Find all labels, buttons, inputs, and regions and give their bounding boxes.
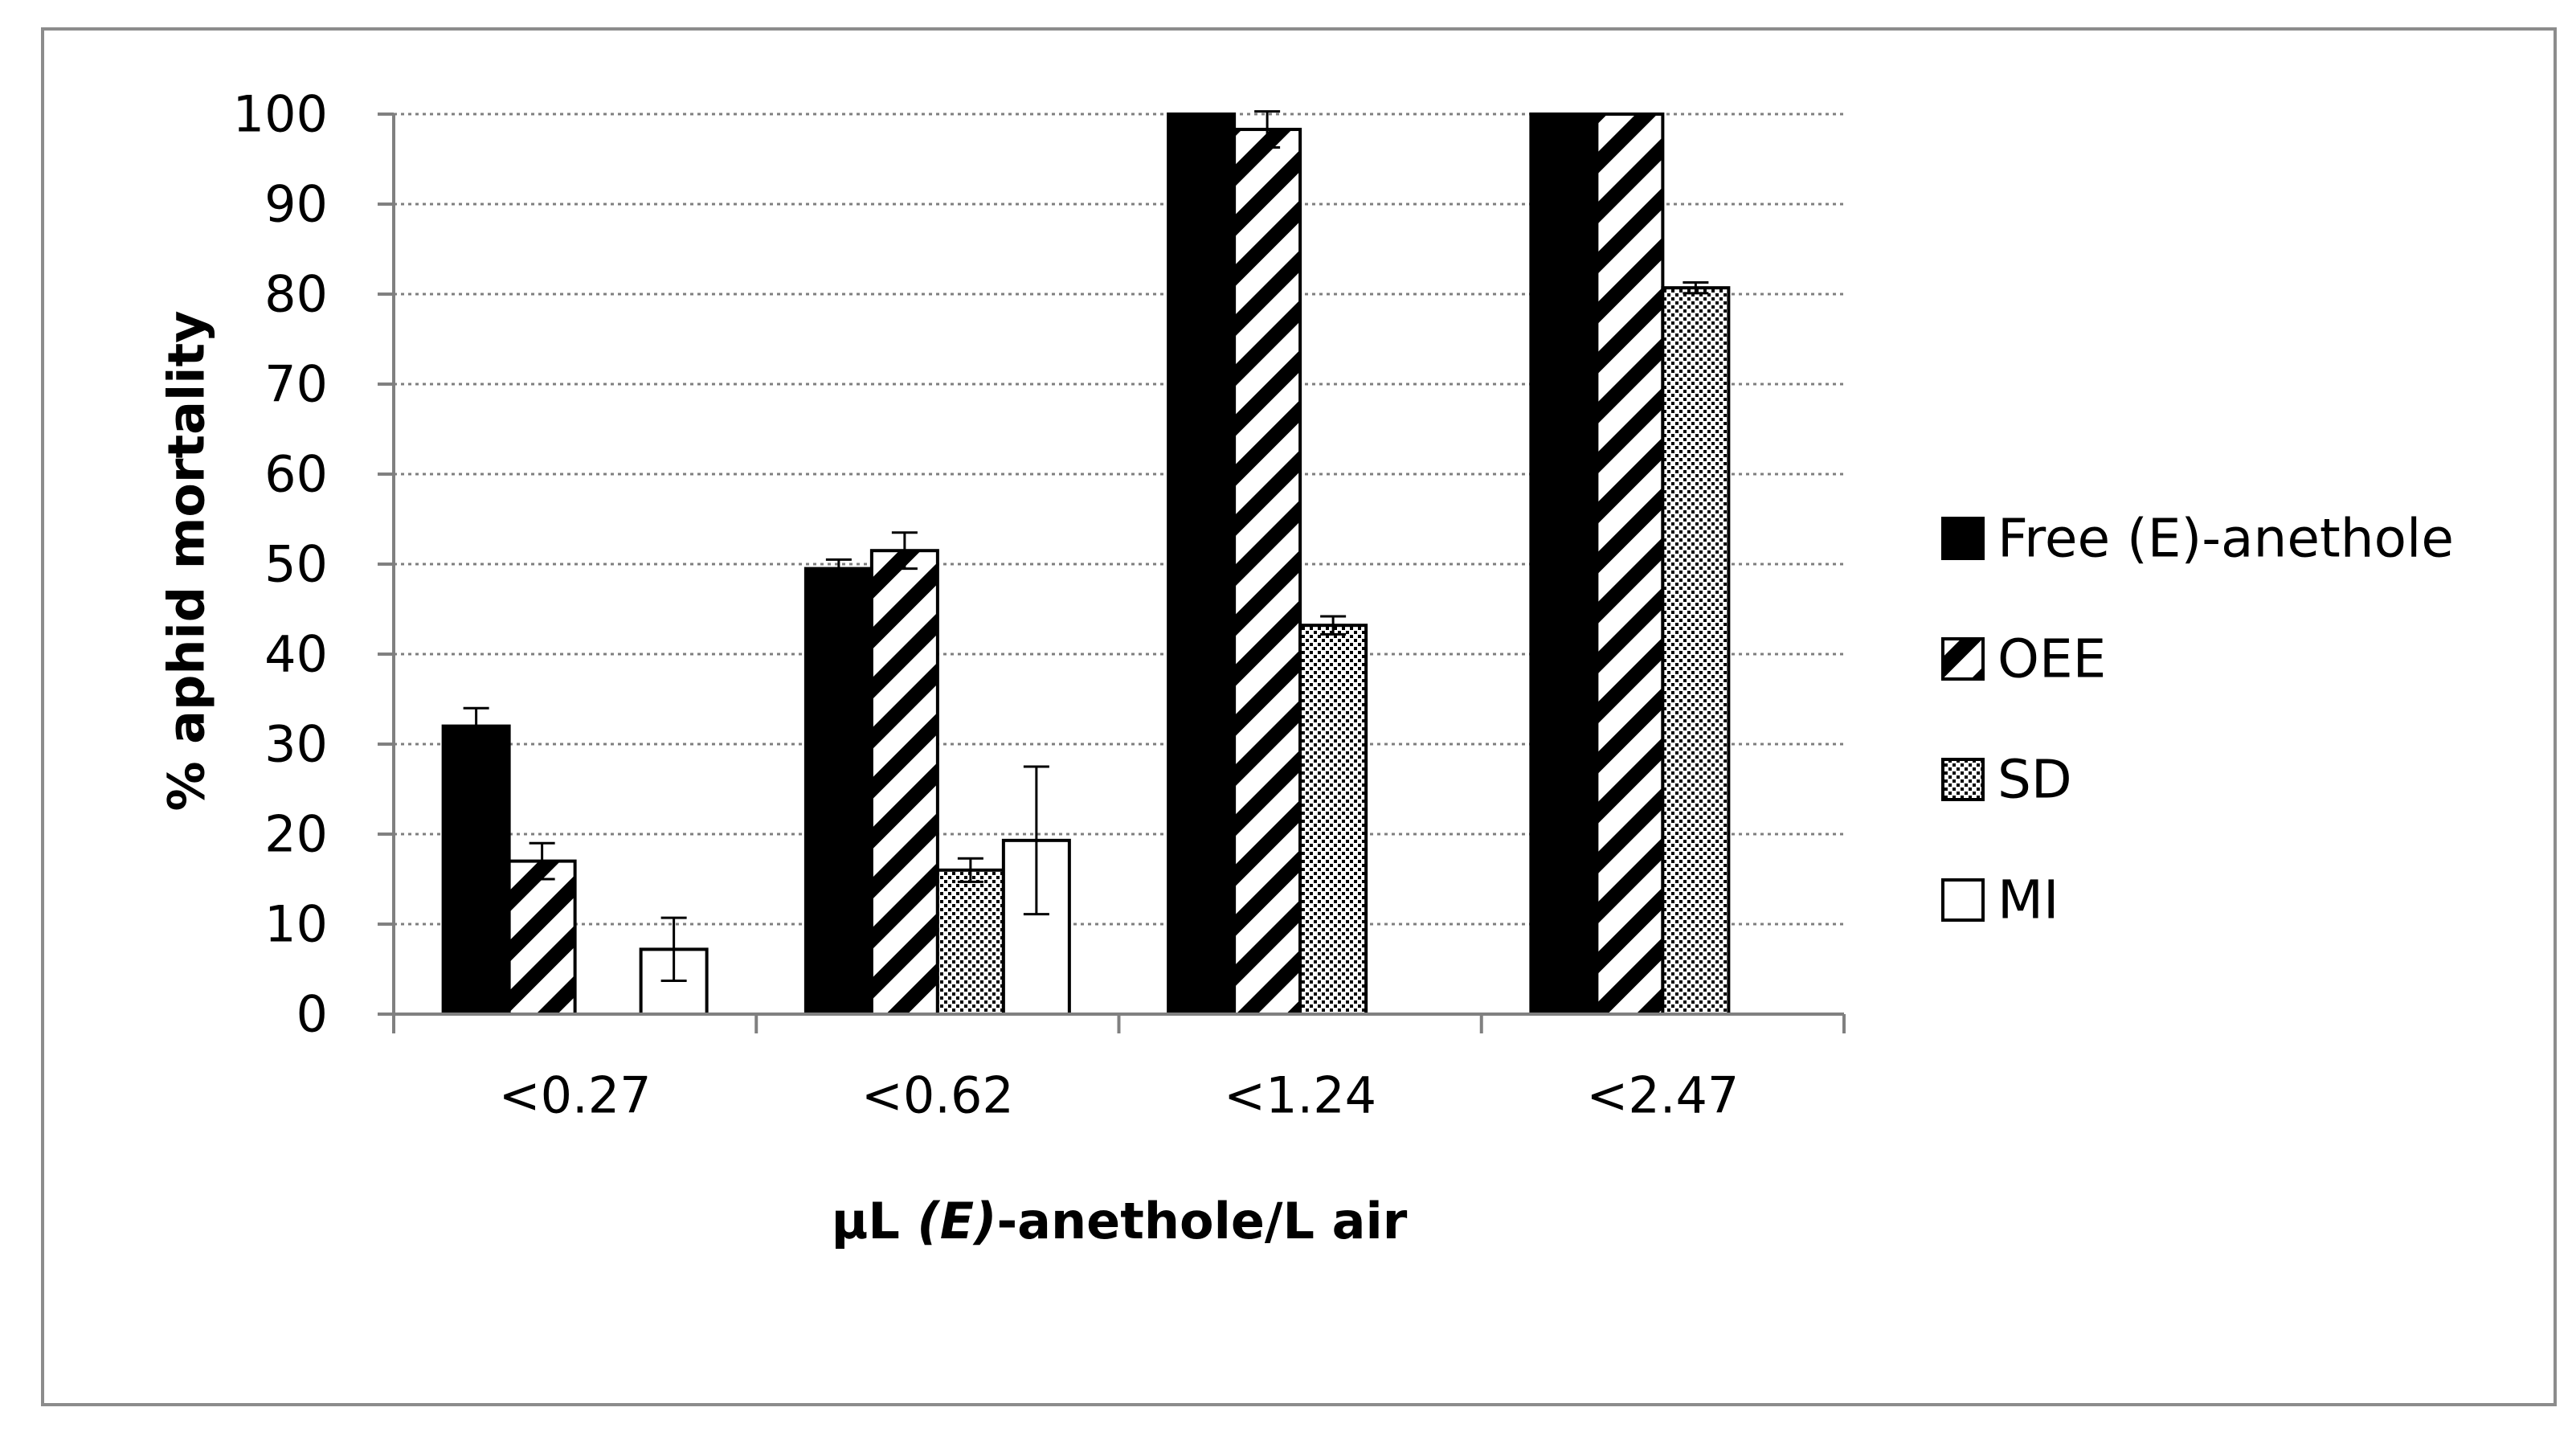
y-tick-label: 30 <box>264 715 328 774</box>
bar-solid <box>803 567 873 1016</box>
legend-swatch-solid <box>1941 517 1985 560</box>
legend-label: MI <box>1997 869 2059 931</box>
legend-swatch-dots <box>1941 758 1985 801</box>
y-tick-label: 0 <box>296 985 328 1044</box>
x-axis-title-compound-italic: (E) <box>917 1192 996 1250</box>
bar-hatch <box>869 549 939 1016</box>
y-tick-label: 100 <box>233 85 328 144</box>
legend-label: SD <box>1997 749 2072 811</box>
y-tick-label: 70 <box>264 355 328 414</box>
y-tick-label: 50 <box>264 535 328 594</box>
y-axis-title: % aphid mortality <box>157 310 216 811</box>
x-tick-labels: <0.27 <0.62 <1.24 <2.47 <box>499 1066 1740 1125</box>
y-tick-label: 20 <box>264 805 328 864</box>
legend-label: Free (E)-anethole <box>1997 508 2454 570</box>
y-tick-label: 80 <box>264 265 328 324</box>
y-tick-label: 40 <box>264 625 328 684</box>
y-tick-label: 90 <box>264 175 328 234</box>
legend-label: OEE <box>1997 628 2106 690</box>
y-tick-label: 10 <box>264 895 328 954</box>
bar-hatch <box>507 859 577 1016</box>
legend: Free (E)-anethole OEE SD MI <box>1941 508 2454 931</box>
legend-swatch-hatch <box>1941 637 1985 681</box>
bar-dots <box>1298 624 1368 1016</box>
error-bars <box>463 110 1709 983</box>
x-axis-title-rest: -anethole/L air <box>996 1192 1407 1250</box>
x-tick-label: <0.27 <box>499 1066 652 1125</box>
x-tick-label: <2.47 <box>1586 1066 1739 1125</box>
bar-dots <box>935 868 1005 1017</box>
bar-solid <box>1529 113 1599 1016</box>
y-tick-label: 60 <box>264 445 328 504</box>
x-axis-title-unit: µL <box>832 1192 918 1250</box>
bar-solid <box>441 724 511 1016</box>
y-tick-labels: 0 10 20 30 40 50 60 70 80 90 100 <box>233 85 328 1044</box>
bar-hatch <box>1595 113 1665 1016</box>
axes <box>378 113 1846 1033</box>
bar-solid <box>1167 113 1237 1016</box>
x-tick-label: <1.24 <box>1224 1066 1376 1125</box>
legend-swatch-empty <box>1941 878 1985 922</box>
x-tick-label: <0.62 <box>861 1066 1014 1125</box>
x-axis-title: µL (E)-anethole/L air <box>832 1192 1408 1250</box>
bar-hatch <box>1233 128 1302 1016</box>
bar-dots <box>1661 286 1731 1017</box>
